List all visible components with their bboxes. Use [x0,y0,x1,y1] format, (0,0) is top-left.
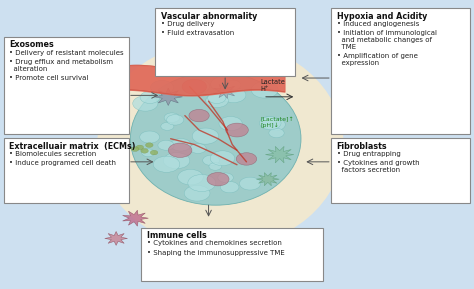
Text: • Drug efflux and metabolism
  alteration: • Drug efflux and metabolism alteration [9,59,113,72]
Text: [Lactate]↑
[pH]↓: [Lactate]↑ [pH]↓ [261,117,294,128]
Text: • Promote cell survival: • Promote cell survival [9,75,89,81]
Polygon shape [123,210,148,226]
Circle shape [221,88,246,103]
Circle shape [207,173,229,186]
Circle shape [164,153,190,169]
Circle shape [140,91,160,103]
Circle shape [218,173,233,182]
Circle shape [239,177,261,190]
Circle shape [226,123,248,137]
Circle shape [209,163,221,170]
Circle shape [211,77,236,92]
Text: Extracelluair matrix  (ECMs): Extracelluair matrix (ECMs) [9,142,136,151]
Circle shape [146,143,153,147]
Text: • Drug delivery: • Drug delivery [161,21,215,27]
Circle shape [158,140,174,150]
Circle shape [236,153,257,165]
Circle shape [171,138,191,151]
Circle shape [136,145,144,150]
Circle shape [142,149,155,157]
Ellipse shape [130,72,301,205]
Circle shape [164,113,180,122]
Polygon shape [214,84,237,99]
Circle shape [140,131,160,143]
Circle shape [166,115,184,125]
Circle shape [141,149,148,153]
FancyBboxPatch shape [331,138,470,203]
Text: • Cytokines and chemokines secretion: • Cytokines and chemokines secretion [147,240,282,247]
Text: • Induced angiogenesis: • Induced angiogenesis [337,21,419,27]
Circle shape [208,92,226,103]
Circle shape [219,116,242,131]
Text: • Initiation of immunological
  and metabolic changes of
  TME: • Initiation of immunological and metabo… [337,30,437,50]
Polygon shape [105,231,128,245]
Text: Hypoxia and Acidity: Hypoxia and Acidity [337,12,427,21]
Circle shape [150,150,158,155]
Text: Exosomes: Exosomes [9,40,54,49]
Circle shape [220,181,239,193]
Circle shape [133,96,158,111]
Polygon shape [265,146,294,163]
Circle shape [262,116,276,125]
Circle shape [182,79,207,94]
Circle shape [260,117,281,130]
FancyBboxPatch shape [4,138,129,203]
Circle shape [153,156,180,172]
Circle shape [189,110,209,122]
Ellipse shape [97,40,344,249]
Circle shape [251,82,278,98]
Circle shape [203,155,219,166]
Polygon shape [142,234,161,246]
Text: • Amplification of gene
  expression: • Amplification of gene expression [337,53,418,66]
Text: Vascular abnormality: Vascular abnormality [161,12,257,21]
Circle shape [190,144,206,153]
Text: • Drug entrapping: • Drug entrapping [337,151,400,157]
Text: • Induce programed cell death: • Induce programed cell death [9,160,117,166]
Circle shape [269,128,284,138]
Text: Immune cells: Immune cells [147,231,207,240]
Circle shape [188,175,216,192]
Text: • Fluid extravasation: • Fluid extravasation [161,30,235,36]
Text: • Cytokines and growth
  factors secretion: • Cytokines and growth factors secretion [337,160,419,173]
Circle shape [264,118,285,131]
Text: Lactate
H⁺: Lactate H⁺ [261,79,285,92]
FancyBboxPatch shape [155,8,295,76]
Circle shape [206,94,228,108]
Circle shape [192,128,219,144]
Circle shape [168,143,192,158]
FancyBboxPatch shape [331,8,470,134]
Circle shape [188,79,210,93]
Circle shape [225,80,241,90]
Text: • Shaping the immunosuppressive TME: • Shaping the immunosuppressive TME [147,250,285,256]
Circle shape [131,147,139,151]
FancyBboxPatch shape [141,228,323,281]
Text: Fibroblasts: Fibroblasts [337,142,387,151]
Polygon shape [154,88,182,105]
FancyBboxPatch shape [4,37,129,134]
Text: • Biomolecules secretion: • Biomolecules secretion [9,151,97,157]
Polygon shape [256,173,279,186]
Circle shape [151,80,173,95]
Circle shape [161,122,174,130]
Circle shape [210,151,235,166]
Text: • Delivery of resistant molecules: • Delivery of resistant molecules [9,50,124,56]
Circle shape [184,185,210,201]
Circle shape [178,169,203,185]
